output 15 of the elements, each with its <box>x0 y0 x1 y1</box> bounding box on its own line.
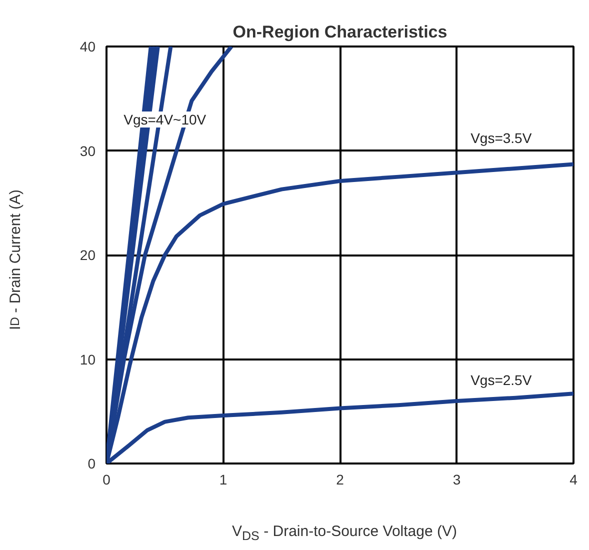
y-tick-label: 30 <box>80 142 96 159</box>
y-tick-label: 40 <box>80 38 96 54</box>
x-axis-title: V$_{DS}$ - Drain-to-Source Voltage (V) <box>231 522 458 545</box>
x-tick-label: 4 <box>570 472 578 488</box>
x-tick-label: 3 <box>452 472 461 488</box>
chart-title: On-Region Characteristics <box>232 22 448 42</box>
x-tick-label: 2 <box>336 472 344 488</box>
annotation: Vgs=3.5V <box>470 130 532 146</box>
y-tick-label: 20 <box>80 247 96 263</box>
x-tick-label: 0 <box>102 472 111 488</box>
annotation: Vgs=4V~10V <box>124 111 207 128</box>
x-tick-label: 1 <box>219 472 228 488</box>
annotation: Vgs=2.5V <box>470 372 532 388</box>
y-tick-label: 0 <box>88 456 96 472</box>
y-tick-label: 10 <box>80 351 96 368</box>
